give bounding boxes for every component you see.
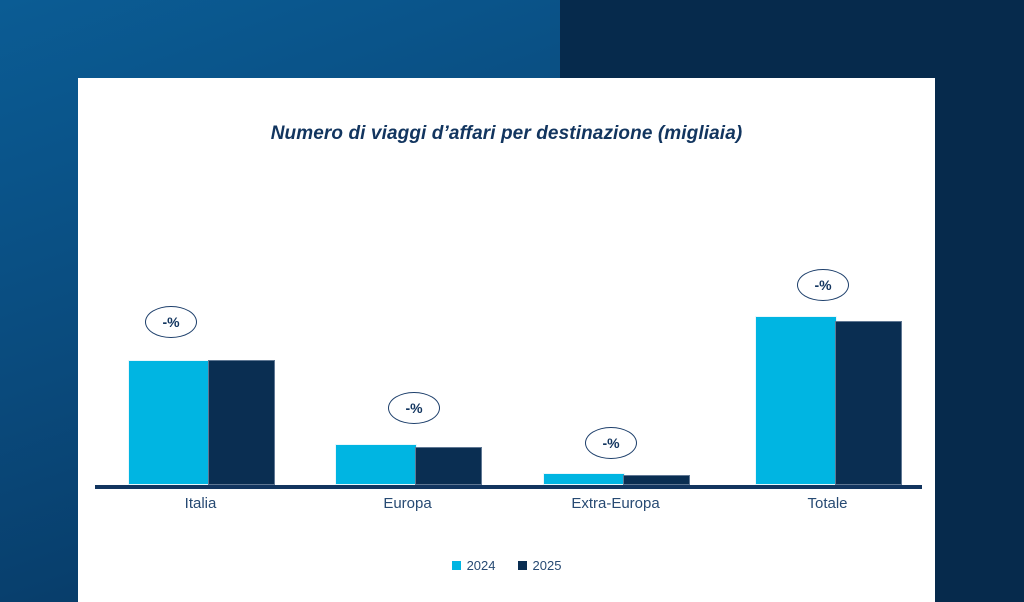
callout-totale-label: -% xyxy=(814,277,832,293)
bar-europa-2025[interactable] xyxy=(415,447,482,485)
callout-totale: -% xyxy=(797,269,849,301)
callout-italia-label: -% xyxy=(162,314,180,330)
x-tick-label-extra-europa: Extra-Europa xyxy=(571,495,660,512)
callout-europa-label: -% xyxy=(405,400,423,416)
bar-group-italia xyxy=(128,178,275,485)
x-tick-label-europa: Europa xyxy=(383,495,432,512)
bar-group-extra-europa xyxy=(543,178,690,485)
chart-legend: 2024 2025 xyxy=(78,558,935,573)
chart-card: Numero di viaggi d’affari per destinazio… xyxy=(78,78,935,602)
legend-label-2024: 2024 xyxy=(466,558,496,573)
legend-swatch-2025-icon xyxy=(517,561,527,570)
legend-item-2025[interactable]: 2025 xyxy=(517,558,562,573)
bar-italia-2024[interactable] xyxy=(128,360,210,485)
x-tick-label-italia: Italia xyxy=(184,495,217,512)
bar-italia-2025[interactable] xyxy=(208,360,275,485)
bar-extra-europa-2024[interactable] xyxy=(543,473,625,485)
callout-extra-europa: -% xyxy=(585,427,637,459)
callout-europa: -% xyxy=(388,392,440,424)
bar-group-totale xyxy=(755,178,902,485)
callout-extra-europa-label: -% xyxy=(602,435,620,451)
callout-italia: -% xyxy=(145,306,197,338)
legend-item-2024[interactable]: 2024 xyxy=(451,558,496,573)
legend-label-2025: 2025 xyxy=(532,558,562,573)
plot-area: -% -% -% -% xyxy=(95,178,922,489)
bar-totale-2025[interactable] xyxy=(835,321,902,485)
legend-swatch-2024-icon xyxy=(451,561,461,570)
x-tick-label-totale: Totale xyxy=(807,495,848,512)
bar-totale-2024[interactable] xyxy=(755,316,837,485)
bar-extra-europa-2025[interactable] xyxy=(623,475,690,485)
bar-group-europa xyxy=(335,178,482,485)
bar-europa-2024[interactable] xyxy=(335,444,417,485)
x-axis-line xyxy=(95,485,922,489)
chart-title: Numero di viaggi d’affari per destinazio… xyxy=(270,123,743,144)
